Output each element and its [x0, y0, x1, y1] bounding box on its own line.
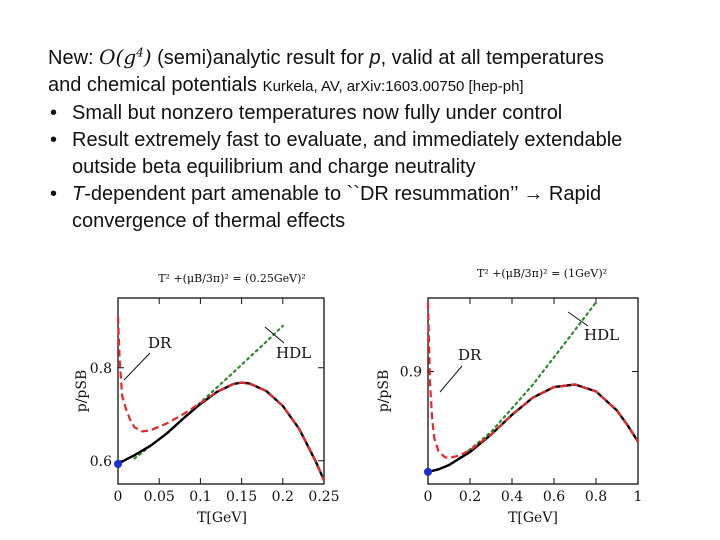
- x-tick-label: 0.6: [543, 489, 565, 505]
- x-tick-label: 1: [634, 489, 643, 505]
- x-tick-label: 0.05: [144, 489, 175, 505]
- annotation-leader-hdl: [567, 311, 589, 327]
- chart-title: T² +(μB/3π)² = (1GeV)²: [477, 267, 607, 280]
- x-tick-label: 0.2: [272, 489, 294, 505]
- x-tick-label: 0.8: [585, 489, 607, 505]
- bullet-2-line1: Result extremely fast to evaluate, and i…: [72, 129, 623, 151]
- heading-suffix: , valid at all temperatures: [380, 47, 604, 69]
- bullet-1-text: Small but nonzero temperatures now fully…: [72, 102, 563, 124]
- annotation-leader-hdl: [264, 326, 285, 344]
- chart-high-mu: T² +(μB/3π)² = (1GeV)² 0 0.2 0.4 0.6 0.8 1 0.9 T…: [376, 267, 643, 526]
- series-line-dashed: [116, 316, 326, 481]
- plot-frame: [427, 297, 639, 485]
- x-tick-label: 0: [114, 489, 123, 505]
- heading-prefix: New:: [48, 47, 100, 69]
- heading-line-1: New: O(g4) (semi)analytic result for p, …: [48, 44, 708, 72]
- series-line-solid: [117, 381, 326, 481]
- bullet-2: Result extremely fast to evaluate, and i…: [48, 127, 708, 181]
- y-axis-label: p/pSB: [376, 370, 392, 413]
- chart-low-mu: T² +(μB/3π)² = (0.25GeV)² 0 0.05 0.1 0.15 0.2…: [74, 272, 340, 526]
- y-tick-label: 0.8: [90, 361, 112, 377]
- bullet-1: Small but nonzero temperatures now fully…: [48, 100, 708, 127]
- annotation-dr: DR: [148, 334, 172, 352]
- reference: Kurkela, AV, arXiv:1603.00750 [hep-ph]: [262, 78, 524, 95]
- heading-mid: (semi)analytic result for: [151, 47, 370, 69]
- y-tick-label: 0.9: [400, 365, 422, 381]
- heading-line2: and chemical potentials: [48, 74, 263, 96]
- x-tick-label: 0.25: [308, 489, 339, 505]
- annotation-dr: DR: [458, 346, 482, 364]
- data-point-t0: [114, 460, 122, 469]
- bullet-3: T-dependent part amenable to ``DR resumm…: [48, 181, 708, 235]
- plot-frame: [117, 297, 325, 485]
- bullet-3-line1: -dependent part amenable to ``DR resumma…: [84, 183, 602, 205]
- heading-math: O(g4): [99, 45, 152, 69]
- series-line-dashed: [426, 302, 639, 460]
- heading-line-2: and chemical potentials Kurkela, AV, arX…: [48, 72, 708, 100]
- heading-var: p: [369, 47, 381, 69]
- slide-text: New: O(g4) (semi)analytic result for p, …: [48, 44, 708, 235]
- annotation-hdl: HDL: [276, 344, 311, 362]
- chart-title: T² +(μB/3π)² = (0.25GeV)²: [158, 272, 306, 285]
- annotation-leader-dr: [439, 365, 463, 393]
- series-line-dotted: [133, 324, 284, 460]
- data-point-t0: [424, 467, 432, 476]
- x-tick-label: 0: [424, 489, 433, 505]
- bullet-3-var: T: [72, 183, 85, 205]
- x-tick-label: 0.2: [459, 489, 481, 505]
- x-axis-label: T[GeV]: [197, 510, 247, 526]
- annotation-leader-dr: [123, 352, 151, 381]
- annotation-hdl: HDL: [584, 326, 619, 344]
- y-tick-label: 0.6: [90, 454, 112, 470]
- x-tick-label: 0.1: [189, 489, 211, 505]
- bullet-2-line2: outside beta equilibrium and charge neut…: [72, 156, 476, 178]
- x-axis-label: T[GeV]: [508, 510, 558, 526]
- x-tick-label: 0.4: [501, 489, 523, 505]
- series-line-dotted: [458, 301, 598, 460]
- x-tick-label: 0.15: [226, 489, 257, 505]
- bullet-3-line2: convergence of thermal effects: [72, 210, 346, 232]
- y-axis-label: p/pSB: [74, 370, 90, 413]
